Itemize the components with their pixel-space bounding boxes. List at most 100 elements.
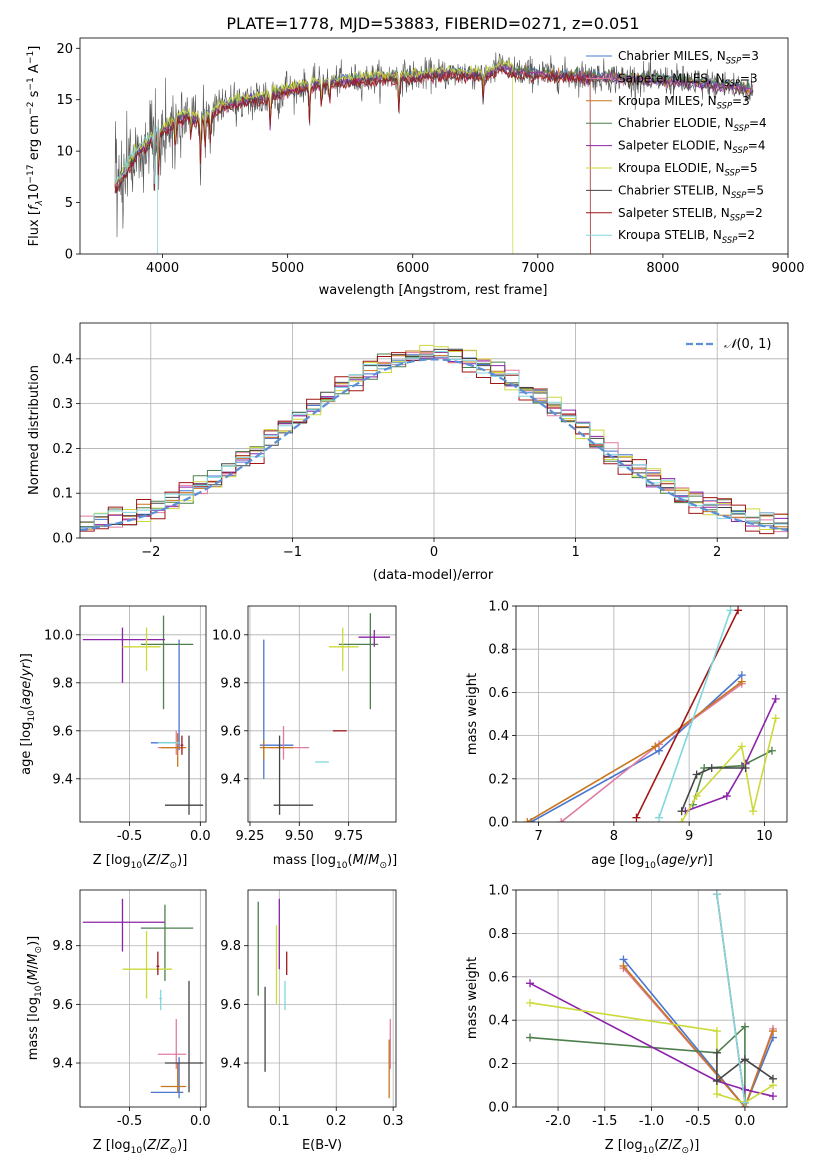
residual-ylabel: Normed distribution — [27, 365, 42, 495]
label-segment: =3 — [741, 49, 759, 63]
label-segment: SSP — [732, 145, 748, 155]
label-segment: 10 — [27, 710, 37, 722]
model-spectrum — [114, 126, 159, 254]
label-segment: ( — [656, 853, 661, 868]
plus-marker — [712, 1048, 721, 1057]
plus-marker — [712, 1089, 721, 1098]
y-tick-label: 9.8 — [220, 676, 241, 691]
y-tick-label: 1.0 — [488, 600, 509, 615]
z-weight-ylabel: mass weight — [465, 957, 480, 1039]
axes-border — [79, 605, 207, 823]
plus-marker — [741, 764, 750, 772]
plus-marker — [677, 818, 686, 822]
x-tick-label: 4000 — [146, 261, 179, 276]
x-tick-label: 6000 — [396, 261, 429, 276]
x-tick-label: 1 — [571, 545, 579, 560]
label-segment: mass [log — [26, 997, 41, 1060]
legend-label: Chabrier ELODIE, NSSP=4 — [618, 116, 767, 133]
axes-frame: -0.5 0.0 9.4 9.6 9.8 — [52, 889, 211, 1129]
x-tick-label: 7000 — [521, 261, 554, 276]
y-tick-label: 9.4 — [220, 1057, 241, 1072]
y-tick-label: 1.0 — [488, 884, 509, 899]
z-age-xlabel: Z [log10(Z/Z⊙)] — [93, 853, 188, 871]
y-tick-label: 10.0 — [212, 628, 241, 643]
mass-weight-line — [530, 674, 743, 822]
label-segment: )] — [19, 653, 34, 663]
plus-marker — [749, 807, 758, 816]
mass-weight-line — [635, 609, 739, 819]
plus-marker — [768, 1092, 777, 1101]
label-segment: 10 — [644, 861, 656, 871]
y-tick-label: 20 — [56, 42, 73, 57]
figure-title: PLATE=1778, MJD=53883, FIBERID=0271, z=0… — [226, 14, 639, 33]
plus-marker — [632, 813, 641, 822]
label-segment: 10 — [336, 861, 348, 871]
ebv-mass-xlabel: E(B-V) — [302, 1138, 342, 1153]
label-segment: SSP — [725, 78, 741, 88]
y-tick-label: 9.6 — [52, 998, 73, 1013]
label-segment: Z — [146, 1138, 157, 1153]
plus-marker — [526, 979, 535, 988]
x-tick-label: 0.1 — [269, 1114, 290, 1129]
x-tick-label: 0.0 — [735, 1114, 756, 1129]
y-tick-label: 0.6 — [488, 970, 509, 985]
plot-area — [80, 344, 788, 535]
plot-area — [257, 898, 391, 1099]
axes-border — [247, 889, 397, 1108]
y-tick-label: 9.8 — [220, 939, 241, 954]
plus-marker — [740, 1022, 749, 1031]
label-segment: ( — [142, 1138, 147, 1153]
model-spectrum — [114, 67, 591, 254]
label-segment: yr — [689, 853, 705, 868]
plus-marker — [557, 818, 566, 822]
plot-area — [259, 613, 391, 815]
axes-border — [79, 889, 207, 1108]
plus-marker — [737, 742, 746, 751]
label-segment: Z [log — [93, 1138, 131, 1153]
histogram-step — [80, 344, 788, 530]
x-tick-label: -2.0 — [545, 1114, 570, 1129]
y-tick-label: 0 — [65, 248, 73, 263]
label-segment: ( — [142, 853, 147, 868]
label-segment: 10 — [27, 184, 42, 201]
label-segment: =2 — [737, 228, 755, 242]
mass-age-xlabel: mass [log10(M/M⊙)] — [273, 853, 397, 871]
x-tick-label: -1.0 — [639, 1114, 664, 1129]
y-tick-label: 0.4 — [52, 352, 73, 367]
mass-age-axes: 9.25 9.50 9.75 9.4 9.6 9.8 10.0 — [212, 605, 397, 844]
x-tick-label: 2 — [713, 545, 721, 560]
plus-marker — [692, 792, 701, 801]
plot-area — [114, 52, 754, 254]
label-segment: Z — [146, 853, 157, 868]
x-tick-label: -0.5 — [117, 1114, 142, 1129]
y-tick-label: 9.6 — [220, 724, 241, 739]
mass-weight-line — [685, 698, 777, 812]
plus-marker — [722, 792, 731, 801]
label-segment: Z [log — [605, 1138, 643, 1153]
label-segment: M — [26, 954, 41, 965]
z-weight-axes: -2.0 -1.5 -1.0 -0.5 0.0 0.0 0.2 0.4 0.6 0.8 1.0 — [488, 884, 788, 1129]
label-segment: ( — [654, 1138, 659, 1153]
plus-marker — [523, 818, 532, 822]
y-tick-label: 0.4 — [488, 1014, 509, 1029]
x-tick-label: 0.2 — [326, 1114, 347, 1129]
label-segment: )] — [177, 1138, 187, 1153]
plus-marker — [707, 764, 716, 772]
axes-border — [515, 605, 788, 823]
label-segment: / — [26, 964, 41, 969]
label-segment: M — [353, 853, 364, 868]
mass-weight-line — [622, 965, 774, 1107]
label-segment: 10 — [34, 985, 44, 997]
x-tick-label: 0.0 — [190, 829, 211, 844]
label-segment: 10 — [643, 1146, 655, 1156]
label-segment: Flux [ — [27, 210, 42, 246]
label-segment: ⊙ — [682, 1146, 690, 1156]
observed-spectrum — [114, 52, 754, 238]
plus-marker — [734, 606, 743, 615]
label-segment: ⊙ — [170, 1146, 178, 1156]
x-tick-label: 8000 — [646, 261, 679, 276]
label-segment: age — [19, 681, 34, 705]
label-segment: age — [661, 853, 685, 868]
y-tick-label: 0.2 — [488, 772, 509, 787]
plus-marker — [771, 694, 780, 703]
